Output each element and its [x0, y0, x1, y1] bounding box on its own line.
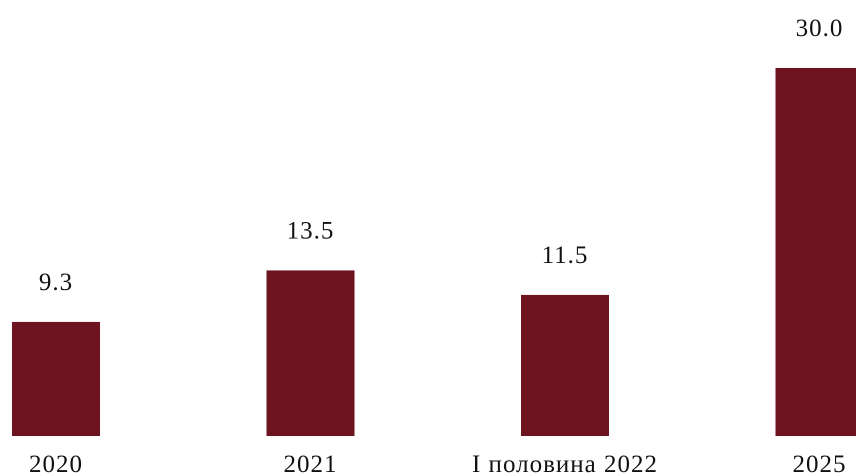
- value-label: 11.5: [542, 242, 589, 269]
- value-label: 9.3: [39, 269, 73, 296]
- x-tick-label: I половина 2022: [472, 451, 658, 475]
- bar: [12, 321, 100, 436]
- value-label: 30.0: [796, 15, 844, 42]
- bar: [775, 68, 856, 436]
- x-tick-label: 2021: [284, 451, 338, 475]
- x-tick-label: 2025: [793, 451, 847, 475]
- bar: [521, 294, 609, 436]
- value-label: 13.5: [287, 217, 335, 244]
- x-tick-label: 2020: [29, 451, 83, 475]
- bar: [266, 270, 355, 436]
